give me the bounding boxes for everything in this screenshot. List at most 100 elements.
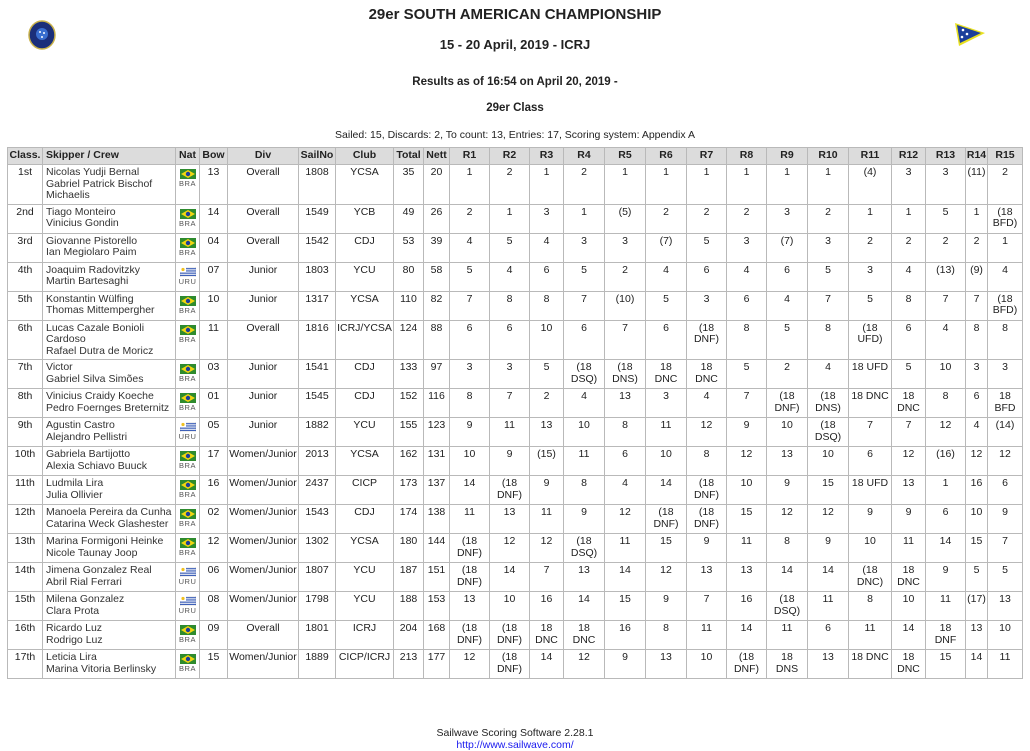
race-9-cell: 13 — [766, 446, 808, 476]
race-2-cell: 1 — [489, 203, 530, 234]
brazil-flag-icon — [179, 654, 196, 664]
race-2-cell: 4 — [489, 261, 530, 292]
race-4-cell: (18 DSQ) — [563, 359, 605, 389]
nett-cell: 82 — [423, 290, 450, 321]
race-9-cell: 10 — [766, 417, 808, 447]
race-9-cell: 11 — [766, 620, 808, 650]
race-8-cell: 15 — [726, 504, 767, 534]
race-6-cell: (18 DNF) — [645, 504, 687, 534]
race-8-cell: 6 — [726, 290, 767, 321]
race-1-cell: 2 — [449, 203, 490, 234]
sail-number-cell: 1798 — [298, 591, 336, 621]
race-9-cell: 5 — [766, 319, 808, 360]
nation-code: BRA — [179, 334, 196, 344]
club-cell: YCB — [335, 203, 394, 234]
race-8-cell: 2 — [726, 203, 767, 234]
bow-cell: 04 — [199, 232, 228, 263]
sailwave-link[interactable]: http://www.sailwave.com/ — [456, 739, 574, 751]
race-11-cell: (18 UFD) — [848, 319, 892, 360]
race-13-cell: 6 — [925, 504, 966, 534]
brazil-flag-icon — [179, 625, 196, 635]
race-11-cell: (4) — [848, 164, 892, 205]
race-7-cell: 12 — [686, 417, 727, 447]
race-9-cell: (7) — [766, 232, 808, 263]
crew-name: Gabriel Silva Simões — [46, 372, 144, 385]
total-cell: 152 — [393, 388, 424, 418]
crew-name: Rafael Dutra de Moricz — [46, 344, 154, 357]
race-9-cell: 9 — [766, 475, 808, 505]
race-8-cell: 5 — [726, 359, 767, 389]
race-14-cell: 15 — [965, 533, 988, 563]
sail-number-cell: 1889 — [298, 649, 336, 679]
crew-name: Vinicius Gondin — [46, 217, 119, 229]
bow-cell: 10 — [199, 290, 228, 321]
race-12-cell: 6 — [891, 319, 926, 360]
race-11-cell: 18 UFD — [848, 475, 892, 505]
total-cell: 187 — [393, 562, 424, 592]
race-2-cell: 8 — [489, 290, 530, 321]
nationality-cell: BRA — [175, 388, 200, 418]
race-6-cell: 3 — [645, 388, 687, 418]
table-row: 6th Lucas Cazale Bonioli Cardoso Rafael Du… — [7, 319, 1023, 360]
brazil-flag-icon — [179, 480, 196, 490]
club-cell: ICRJ — [335, 620, 394, 650]
total-cell: 124 — [393, 319, 424, 360]
division-cell: Women/Junior — [227, 649, 299, 679]
table-row: 4th Joaquim Radovitzky Martin Bartesaghi UR… — [7, 261, 1023, 292]
crew-name: Thomas Mittempergher — [46, 304, 155, 316]
race-6-cell: 10 — [645, 446, 687, 476]
skipper-name: Manoela Pereira da Cunha — [46, 506, 172, 518]
crew-name: Marina Vitoria Berlinsky — [46, 662, 157, 675]
division-cell: Overall — [227, 203, 299, 234]
table-row: 17th Leticia Lira Marina Vitoria Berlinsky… — [7, 649, 1023, 679]
skipper-name: Agustin Castro — [46, 419, 115, 431]
uruguay-flag-icon — [179, 422, 196, 432]
division-cell: Overall — [227, 232, 299, 263]
race-2-cell: 5 — [489, 232, 530, 263]
race-14-cell: 1 — [965, 203, 988, 234]
race-3-cell: (15) — [529, 446, 564, 476]
sail-number-cell: 1882 — [298, 417, 336, 447]
race-1-cell: (18 DNF) — [449, 533, 490, 563]
race-14-cell: 2 — [965, 232, 988, 263]
race-5-cell: 6 — [604, 446, 646, 476]
table-row: 2nd Tiago Monteiro Vinicius Gondin BRA 14 Ove… — [7, 203, 1023, 234]
race-8-cell: 7 — [726, 388, 767, 418]
bow-cell: 15 — [199, 649, 228, 679]
race-12-cell: 4 — [891, 261, 926, 292]
brazil-flag-icon — [179, 538, 196, 548]
race-14-cell: 4 — [965, 417, 988, 447]
table-row: 10th Gabriela Bartijotto Alexia Schiavo Bu… — [7, 446, 1023, 476]
race-2-cell: 13 — [489, 504, 530, 534]
race-12-cell: 8 — [891, 290, 926, 321]
race-7-cell: 8 — [686, 446, 727, 476]
race-12-cell: 12 — [891, 446, 926, 476]
race-14-cell: 12 — [965, 446, 988, 476]
column-header: R12 — [891, 147, 926, 165]
race-15-cell: (18 BFD) — [987, 203, 1023, 234]
race-6-cell: 12 — [645, 562, 687, 592]
division-cell: Overall — [227, 319, 299, 360]
race-12-cell: 13 — [891, 475, 926, 505]
skipper-crew-cell: Marina Formigoni Heinke Nicole Taunay Joo… — [42, 533, 176, 563]
division-cell: Junior — [227, 261, 299, 292]
bow-cell: 05 — [199, 417, 228, 447]
total-cell: 80 — [393, 261, 424, 292]
race-6-cell: 11 — [645, 417, 687, 447]
race-14-cell: (9) — [965, 261, 988, 292]
results-table: Class. Skipper / Crew Nat Bow Div SailNo Club T… — [7, 147, 1023, 679]
race-9-cell: 1 — [766, 164, 808, 205]
skipper-name: Milena Gonzalez — [46, 593, 125, 605]
race-7-cell: 9 — [686, 533, 727, 563]
class-heading: 29er Class — [486, 102, 544, 114]
race-13-cell: 7 — [925, 290, 966, 321]
race-5-cell: 8 — [604, 417, 646, 447]
skipper-name: Nicolas Yudji Bernal — [46, 166, 140, 178]
race-15-cell: 18 BFD — [987, 388, 1023, 418]
footer: Sailwave Scoring Software 2.28.1 http://… — [0, 727, 1030, 751]
race-10-cell: 5 — [807, 261, 849, 292]
race-14-cell: (11) — [965, 164, 988, 205]
race-1-cell: (18 DNF) — [449, 620, 490, 650]
race-7-cell: 18 DNC — [686, 359, 727, 389]
nett-cell: 39 — [423, 232, 450, 263]
